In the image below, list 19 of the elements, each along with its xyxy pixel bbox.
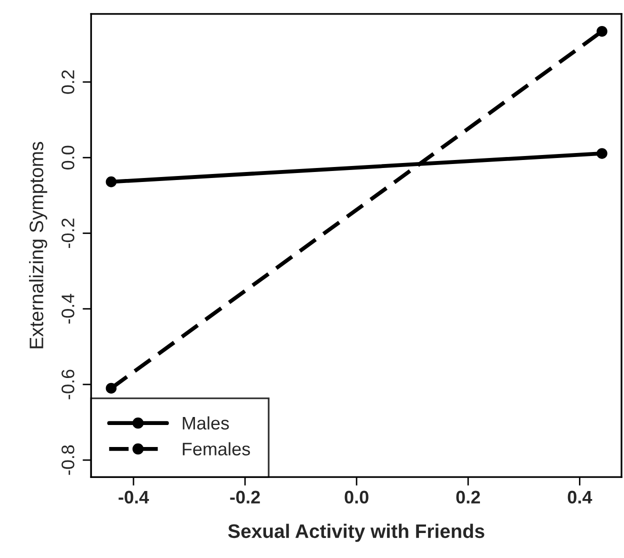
y-tick-label: 0.0 xyxy=(62,146,74,170)
point xyxy=(106,382,117,394)
x-tick-label: 0.2 xyxy=(456,490,480,504)
x-tick-label: -0.2 xyxy=(230,490,260,504)
x-axis-title: Sexual Activity with Friends xyxy=(228,524,484,542)
point xyxy=(596,148,608,159)
y-axis-title: Externalizing Symptoms xyxy=(29,142,48,348)
point xyxy=(106,176,117,188)
y-tick-label: -0.8 xyxy=(62,445,74,475)
y-tick-label: -0.2 xyxy=(62,218,74,248)
x-tick-label: 0.0 xyxy=(344,490,368,504)
y-tick-label: 0.2 xyxy=(62,70,74,94)
legend-label: Females xyxy=(182,442,250,456)
x-tick-label: 0.4 xyxy=(568,490,592,504)
x-tick-label: -0.4 xyxy=(118,490,149,504)
legend-label: Males xyxy=(182,416,229,430)
point xyxy=(596,26,608,37)
y-tick-label: -0.6 xyxy=(62,370,74,400)
y-tick-label: -0.4 xyxy=(62,294,74,324)
